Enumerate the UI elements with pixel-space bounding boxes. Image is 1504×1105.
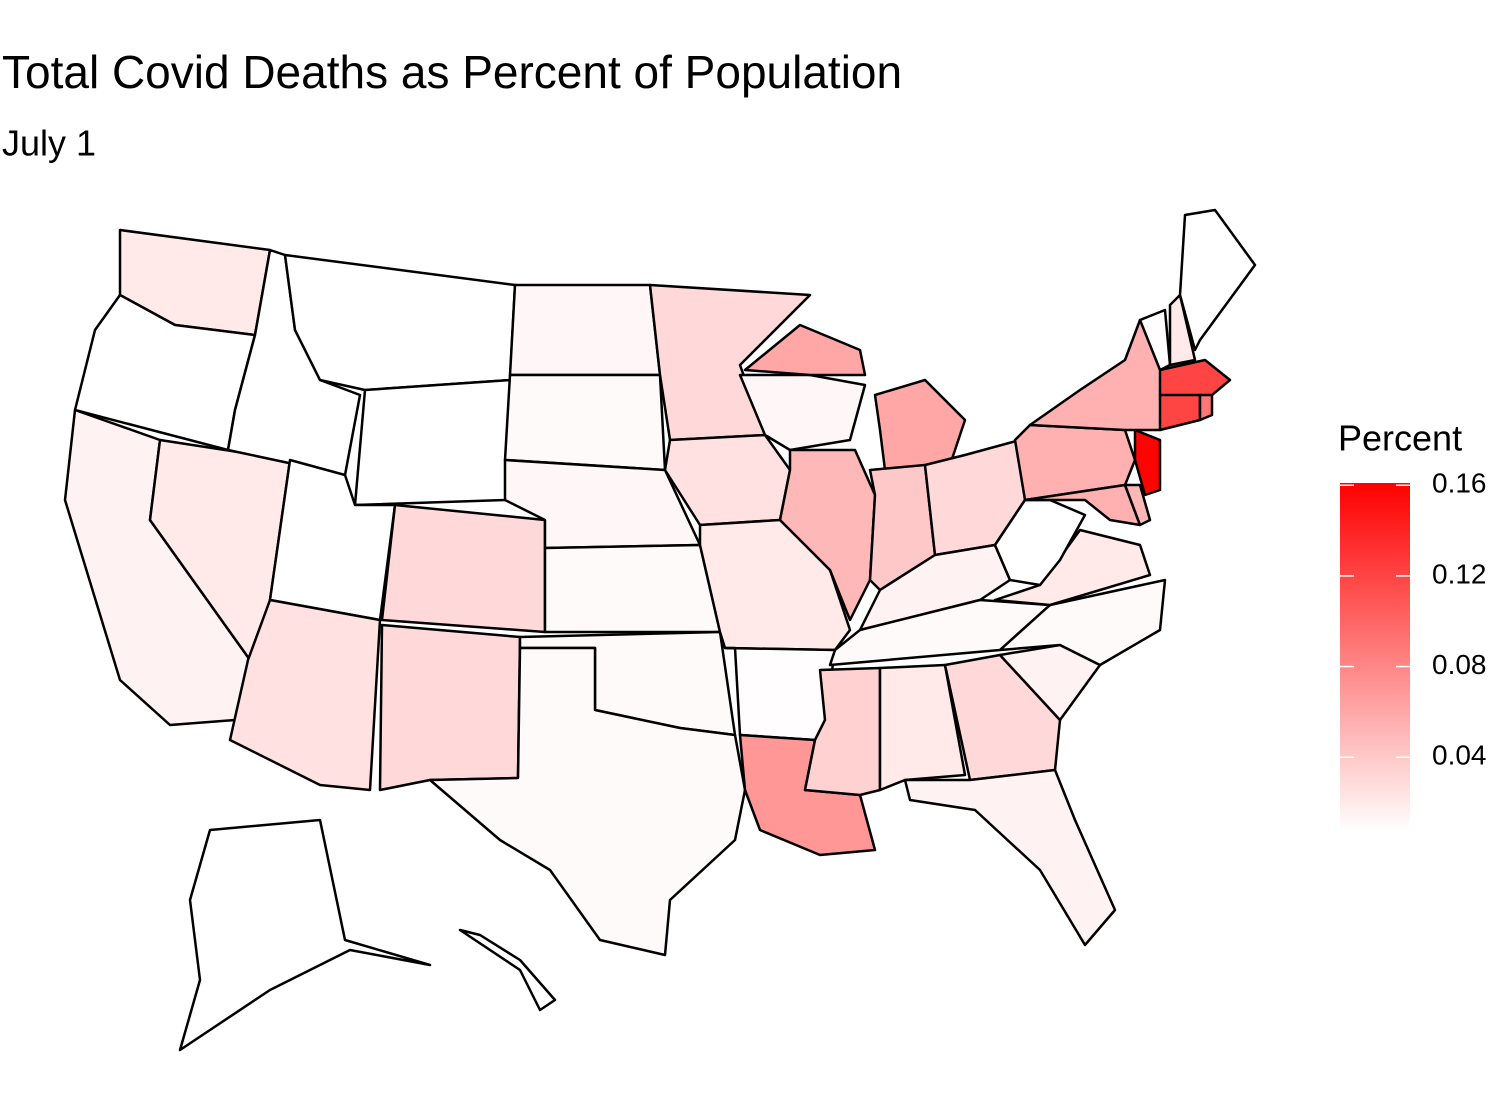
state (903, 768, 1117, 947)
state (878, 663, 967, 792)
state (283, 253, 517, 392)
state (508, 283, 662, 377)
state (1123, 483, 1152, 527)
colorbar (1340, 483, 1410, 832)
state (1133, 428, 1162, 497)
legend-title: Percent (1338, 418, 1462, 459)
colorbar-tick-label: 0.12 (1432, 558, 1487, 589)
state (353, 378, 512, 507)
state (543, 543, 722, 634)
state (178, 818, 432, 1052)
state (428, 646, 747, 957)
state (378, 623, 522, 792)
chart-title: Total Covid Deaths as Percent of Populat… (2, 46, 902, 98)
colorbar-tick-label: 0.16 (1432, 468, 1487, 499)
state (778, 448, 877, 622)
chart-subtitle: July 1 (2, 123, 96, 164)
colorbar-tick-label: 0.04 (1432, 740, 1487, 771)
state (1028, 318, 1167, 432)
state (943, 653, 1062, 782)
state (1178, 208, 1257, 352)
state (458, 928, 557, 1012)
state (228, 598, 382, 792)
colorbar-tick-label: 0.08 (1432, 649, 1487, 680)
state (723, 646, 837, 742)
legend: 0.04 0.08 0.12 0.16 (1340, 468, 1487, 771)
state (380, 503, 547, 634)
state (503, 373, 667, 472)
state (1158, 358, 1232, 397)
states (63, 208, 1257, 1052)
state (1168, 293, 1197, 367)
